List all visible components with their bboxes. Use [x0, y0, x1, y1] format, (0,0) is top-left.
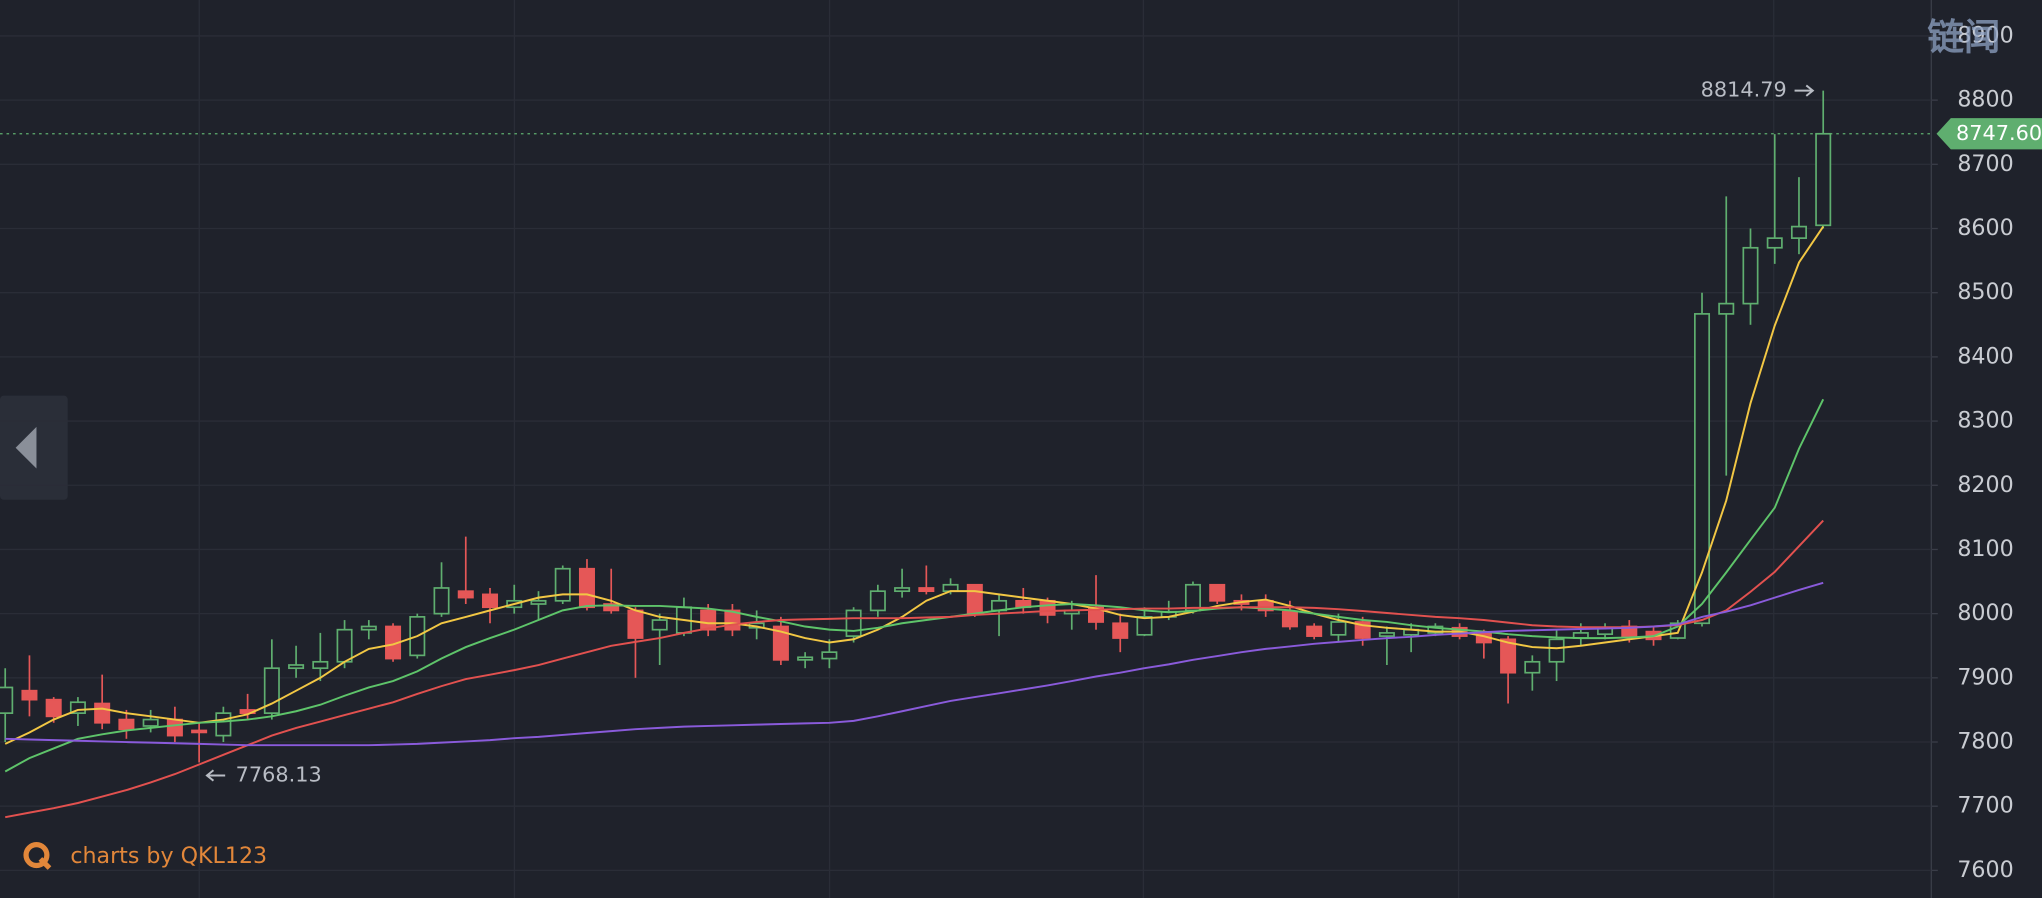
y-tick-label: 7800 — [1957, 729, 2013, 755]
candle-body — [1039, 599, 1056, 616]
candle-body — [1306, 625, 1323, 637]
candle-body — [1815, 132, 1832, 227]
moving-average-line — [5, 581, 1824, 747]
candle-body — [1330, 621, 1347, 636]
candle-body — [1500, 638, 1517, 674]
y-tick-label: 8600 — [1957, 215, 2013, 241]
candle-body — [627, 609, 644, 639]
candle-body — [336, 628, 353, 663]
y-tick-label: 8500 — [1957, 279, 2013, 305]
candle-body — [1718, 302, 1735, 315]
y-tick-label: 8800 — [1957, 87, 2013, 113]
candle-body — [142, 718, 159, 727]
candle-body — [1112, 622, 1129, 639]
footer-text: charts by QKL123 — [70, 843, 267, 869]
footer: charts by QKL123 — [23, 842, 267, 870]
moving-average-line — [5, 519, 1824, 819]
y-tick-label: 7600 — [1957, 857, 2013, 883]
candle-body — [530, 599, 547, 605]
candle-body — [821, 651, 838, 660]
candle-body — [166, 718, 183, 737]
candle-body — [1790, 225, 1807, 239]
candle-body — [603, 603, 620, 612]
watermark: 链闻 — [1927, 16, 2000, 59]
candle-body — [69, 701, 86, 714]
candle-body — [797, 656, 814, 661]
candle-body — [191, 729, 208, 734]
candle-body — [700, 609, 717, 631]
candle-body — [1257, 599, 1274, 612]
candle-body — [1088, 606, 1105, 623]
candle-body — [45, 698, 62, 718]
candle-body — [312, 660, 329, 670]
candle-body — [482, 593, 499, 609]
last-price-label: 8747.60 — [1956, 121, 2042, 145]
candle-body — [869, 590, 886, 612]
candle-body — [1742, 246, 1759, 305]
y-tick-label: 8900 — [1957, 22, 2013, 48]
y-tick-label: 7900 — [1957, 664, 2013, 690]
annotation-arrow — [205, 769, 226, 782]
y-tick-label: 8200 — [1957, 472, 2013, 498]
candle-body — [845, 609, 862, 637]
candle-body — [360, 625, 377, 631]
candle-body — [433, 587, 450, 615]
last-price-tag — [1936, 118, 2042, 150]
candle-body — [1548, 638, 1565, 663]
y-tick-label: 8400 — [1957, 343, 2013, 369]
annotation-arrow — [1794, 84, 1815, 97]
candle-body — [651, 619, 668, 631]
candle-body — [288, 664, 305, 670]
y-tick-label: 8700 — [1957, 151, 2013, 177]
candle-body — [215, 712, 232, 737]
high-annotation: 8814.79 — [1701, 78, 1787, 102]
candle-body — [1136, 616, 1153, 636]
candle-body — [578, 567, 595, 609]
candle-body — [1694, 313, 1711, 625]
candle-body — [1378, 632, 1395, 637]
candle-body — [1281, 610, 1298, 628]
moving-average-line — [4, 226, 1825, 745]
candle-body — [94, 702, 111, 724]
y-tick-label: 8300 — [1957, 408, 2013, 434]
low-annotation: 7768.13 — [236, 762, 322, 786]
y-tick-label: 7700 — [1957, 793, 2013, 819]
candle-body — [772, 625, 789, 661]
scroll-left-icon — [15, 426, 37, 469]
candle-body — [918, 587, 935, 593]
candle-body — [1427, 625, 1444, 634]
candle-body — [21, 689, 38, 701]
candle-body — [1209, 583, 1226, 602]
candle-body — [1766, 237, 1783, 249]
candle-body — [1184, 583, 1201, 612]
candle-body — [966, 583, 983, 615]
candle-body — [457, 590, 474, 599]
y-tick-label: 8100 — [1957, 536, 2013, 562]
footer-logo — [38, 857, 52, 870]
candle-body — [0, 686, 14, 714]
candle-body — [554, 567, 571, 602]
candle-body — [1524, 660, 1541, 674]
candle-body — [894, 587, 911, 593]
footer-logo — [23, 842, 50, 869]
moving-average-line — [4, 398, 1825, 773]
candle-body — [118, 718, 135, 731]
y-tick-label: 8000 — [1957, 600, 2013, 626]
